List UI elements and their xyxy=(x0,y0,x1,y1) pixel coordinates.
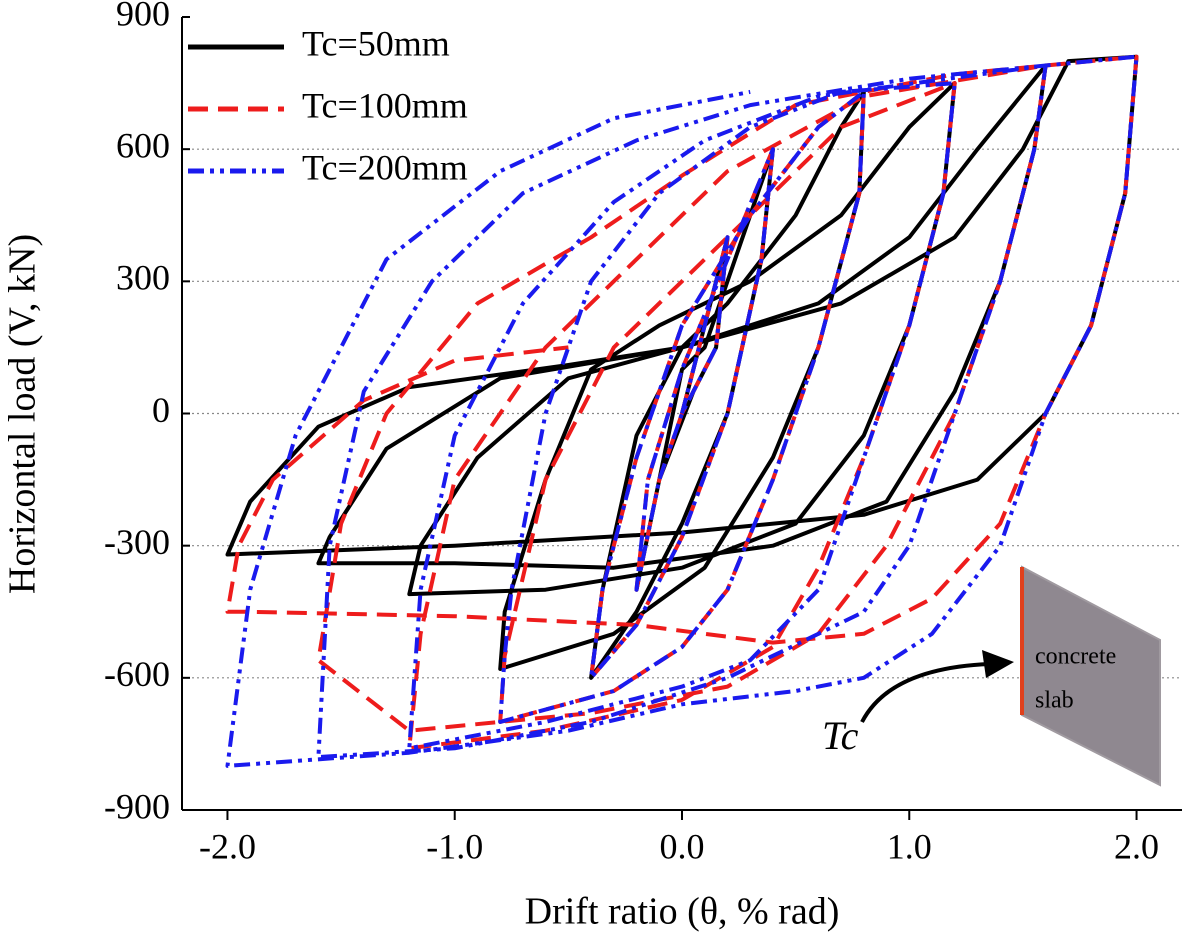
legend-label: Tc=200mm xyxy=(302,147,468,187)
y-tick-label: 900 xyxy=(116,0,170,33)
x-tick-label: -1.0 xyxy=(426,826,483,866)
y-tick-label: -300 xyxy=(104,522,170,562)
legend-label: Tc=100mm xyxy=(302,85,468,125)
inset-text: concrete xyxy=(1035,644,1116,670)
annotation: Tc xyxy=(822,713,859,758)
y-tick-label: -600 xyxy=(104,654,170,694)
arrow-head xyxy=(982,650,1014,678)
legend: Tc=50mm Tc=100mm Tc=200mm xyxy=(188,23,468,187)
y-tick-label: 0 xyxy=(152,390,170,430)
x-tick-label: 2.0 xyxy=(1114,826,1159,866)
y-tick-label: 600 xyxy=(116,125,170,165)
x-tick-label: 0.0 xyxy=(660,826,705,866)
x-tick-label: 1.0 xyxy=(887,826,932,866)
slab-shape xyxy=(1021,565,1161,787)
x-axis-title: Drift ratio (θ, % rad) xyxy=(525,891,840,933)
y-tick-label: 300 xyxy=(116,258,170,298)
inset-text: slab xyxy=(1035,688,1074,714)
series-line xyxy=(225,54,1139,768)
inset: concrete slab Tc xyxy=(822,565,1161,787)
y-axis-title: Horizontal load (V, kN) xyxy=(2,234,44,594)
legend-label: Tc=50mm xyxy=(302,23,450,63)
x-tick-label: -2.0 xyxy=(199,826,256,866)
plot-area xyxy=(225,54,1139,768)
y-tick-label: -900 xyxy=(104,786,170,826)
annotation-arrow xyxy=(860,662,991,723)
